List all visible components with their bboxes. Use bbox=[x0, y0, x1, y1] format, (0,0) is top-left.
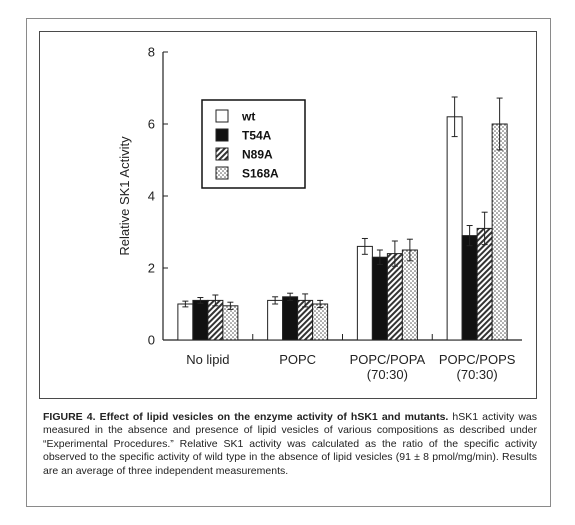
caption-body: hSK1 activity was measured in the absenc… bbox=[43, 411, 538, 477]
legend-label: S168A bbox=[242, 167, 279, 181]
y-tick-label: 4 bbox=[148, 189, 155, 204]
x-tick-label: (70:30) bbox=[367, 367, 408, 382]
bar-t54a bbox=[282, 296, 299, 341]
bars bbox=[177, 96, 508, 341]
bar-t54a bbox=[192, 299, 209, 341]
bar-s168a bbox=[312, 303, 329, 341]
bar-n89a bbox=[207, 299, 224, 341]
x-tick-label: POPC/POPA bbox=[350, 352, 426, 367]
y-tick-label: 0 bbox=[148, 333, 155, 348]
x-tick-label: POPC/POPS bbox=[439, 352, 516, 367]
chart: 0 2 4 6 8 Relative SK1 Activity No lipid POPC PO… bbox=[117, 45, 522, 382]
bar-t54a bbox=[371, 256, 388, 341]
caption-label: FIGURE 4. bbox=[43, 411, 96, 423]
legend-label: T54A bbox=[242, 129, 272, 143]
bar-wt bbox=[446, 116, 463, 341]
bar-t54a bbox=[461, 235, 478, 341]
caption-title: Effect of lipid vesicles on the enzyme a… bbox=[99, 411, 449, 423]
bar-wt bbox=[177, 303, 194, 341]
legend-swatch bbox=[215, 109, 229, 123]
y-tick-label: 6 bbox=[148, 117, 155, 132]
x-tick-label: POPC bbox=[279, 352, 316, 367]
legend: wt T54A N89A S168A bbox=[201, 99, 306, 189]
y-tick-label: 8 bbox=[148, 45, 155, 60]
legend-swatch bbox=[215, 128, 229, 142]
chart-frame: 0 2 4 6 8 Relative SK1 Activity No lipid POPC PO… bbox=[39, 31, 537, 399]
bar-wt bbox=[356, 245, 373, 341]
axes: 0 2 4 6 8 Relative SK1 Activity No lipid POPC PO… bbox=[117, 45, 522, 382]
figure-frame: 0 2 4 6 8 Relative SK1 Activity No lipid POPC PO… bbox=[26, 18, 551, 507]
x-tick-label: No lipid bbox=[186, 352, 229, 367]
legend-swatch bbox=[215, 147, 229, 161]
legend-swatch bbox=[215, 166, 229, 180]
figure-caption: FIGURE 4. Effect of lipid vesicles on th… bbox=[43, 411, 537, 478]
bar-s168a bbox=[491, 123, 508, 341]
legend-label: N89A bbox=[242, 148, 273, 162]
legend-label: wt bbox=[241, 110, 255, 124]
bar-wt bbox=[267, 299, 284, 341]
x-tick-label: (70:30) bbox=[457, 367, 498, 382]
bar-n89a bbox=[476, 227, 493, 341]
y-axis-label: Relative SK1 Activity bbox=[117, 136, 132, 256]
bar-s168a bbox=[222, 305, 239, 341]
y-tick-label: 2 bbox=[148, 261, 155, 276]
bar-s168a bbox=[401, 249, 418, 341]
